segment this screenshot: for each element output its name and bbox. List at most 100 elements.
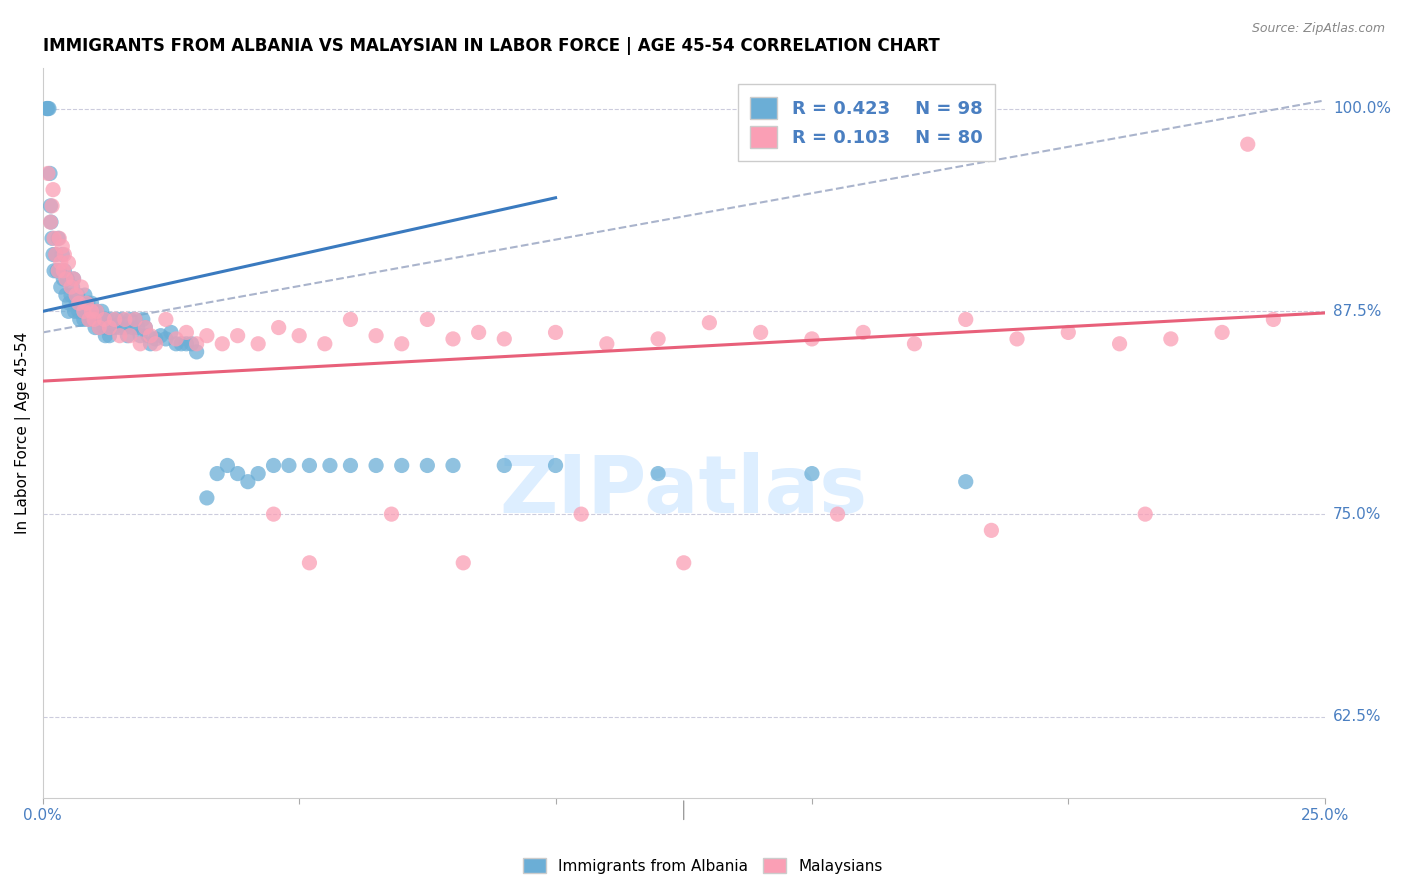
Point — [55, 288, 77, 302]
Point — [165, 336, 187, 351]
Point — [60, 280, 83, 294]
Point — [63, 304, 86, 318]
Point — [114, 320, 136, 334]
Point — [339, 458, 361, 473]
Point — [58, 304, 80, 318]
Point — [38, 102, 60, 116]
Point — [145, 336, 167, 351]
Point — [127, 320, 149, 334]
Point — [58, 255, 80, 269]
Y-axis label: In Labor Force | Age 45-54: In Labor Force | Age 45-54 — [15, 332, 31, 534]
Point — [226, 467, 249, 481]
Point — [176, 326, 198, 340]
Point — [108, 328, 131, 343]
Point — [195, 328, 218, 343]
Point — [277, 458, 299, 473]
Point — [1135, 507, 1157, 521]
Point — [51, 247, 73, 261]
Point — [288, 328, 311, 343]
Point — [96, 312, 118, 326]
Point — [1057, 326, 1080, 340]
Point — [263, 458, 285, 473]
Point — [104, 320, 127, 334]
Point — [955, 475, 977, 489]
Point — [247, 336, 270, 351]
Point — [97, 320, 120, 334]
Point — [93, 320, 115, 334]
Point — [364, 328, 387, 343]
Text: 62.5%: 62.5% — [1333, 709, 1382, 724]
Legend: Immigrants from Albania, Malaysians: Immigrants from Albania, Malaysians — [517, 852, 889, 880]
Point — [90, 304, 112, 318]
Point — [73, 288, 96, 302]
Point — [42, 247, 65, 261]
Point — [121, 320, 143, 334]
Point — [139, 328, 162, 343]
Point — [494, 332, 516, 346]
Point — [79, 304, 101, 318]
Point — [58, 296, 80, 310]
Point — [155, 312, 177, 326]
Point — [49, 280, 72, 294]
Point — [46, 264, 69, 278]
Point — [89, 320, 111, 334]
Point — [314, 336, 336, 351]
Point — [176, 336, 198, 351]
Point — [42, 264, 65, 278]
Point — [104, 312, 127, 326]
Point — [39, 215, 62, 229]
Point — [247, 467, 270, 481]
Point — [98, 320, 121, 334]
Point — [89, 320, 111, 334]
Text: 87.5%: 87.5% — [1333, 304, 1381, 318]
Point — [129, 328, 152, 343]
Point — [39, 199, 62, 213]
Point — [391, 458, 413, 473]
Point — [186, 336, 208, 351]
Point — [149, 328, 172, 343]
Point — [45, 247, 67, 261]
Point — [67, 304, 90, 318]
Point — [75, 304, 97, 318]
Point — [647, 467, 669, 481]
Point — [41, 199, 63, 213]
Point — [73, 312, 96, 326]
Point — [1211, 326, 1233, 340]
Point — [672, 556, 695, 570]
Point — [195, 491, 218, 505]
Point — [494, 458, 516, 473]
Point — [416, 458, 439, 473]
Point — [205, 467, 228, 481]
Point — [80, 304, 103, 318]
Point — [42, 231, 65, 245]
Point — [211, 336, 233, 351]
Point — [1263, 312, 1285, 326]
Point — [800, 332, 823, 346]
Point — [45, 247, 67, 261]
Point — [544, 326, 567, 340]
Point — [77, 312, 100, 326]
Point — [544, 458, 567, 473]
Point — [111, 312, 134, 326]
Point — [53, 264, 76, 278]
Point — [699, 316, 721, 330]
Point — [53, 247, 76, 261]
Point — [65, 296, 87, 310]
Point — [101, 312, 124, 326]
Point — [391, 336, 413, 351]
Point — [77, 312, 100, 326]
Point — [903, 336, 925, 351]
Point — [62, 280, 84, 294]
Point — [35, 102, 58, 116]
Point — [319, 458, 342, 473]
Point — [65, 288, 87, 302]
Point — [129, 336, 152, 351]
Point — [108, 320, 131, 334]
Point — [134, 320, 156, 334]
Point — [75, 296, 97, 310]
Point — [67, 296, 90, 310]
Point — [136, 328, 159, 343]
Point — [124, 312, 146, 326]
Point — [51, 239, 73, 253]
Point — [93, 312, 115, 326]
